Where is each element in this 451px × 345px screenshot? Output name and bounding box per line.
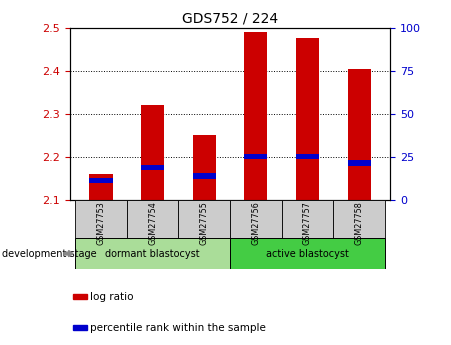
Title: GDS752 / 224: GDS752 / 224 [182,11,278,25]
Bar [75,200,127,238]
Text: GSM27754: GSM27754 [148,201,157,245]
Bar [73,294,87,299]
Text: GSM27756: GSM27756 [251,201,260,245]
Bar [193,136,216,200]
Text: development stage: development stage [2,249,97,258]
Bar [296,154,319,159]
Text: GSM27755: GSM27755 [200,201,209,245]
Text: active blastocyst: active blastocyst [266,249,349,258]
Bar [348,160,371,166]
Text: GSM27753: GSM27753 [97,201,106,245]
Bar [89,178,112,183]
Bar [141,165,164,170]
Bar [296,38,319,200]
Text: GSM27757: GSM27757 [303,201,312,245]
Bar [193,173,216,179]
Bar [75,238,230,269]
Bar [230,200,282,238]
Text: GSM27758: GSM27758 [354,201,364,245]
Bar [244,154,267,159]
Bar [348,69,371,200]
Bar [141,105,164,200]
Bar [230,238,385,269]
Text: percentile rank within the sample: percentile rank within the sample [90,323,266,333]
Bar [89,174,112,200]
Bar [282,200,333,238]
Bar [73,325,87,331]
Bar [127,200,178,238]
Bar [333,200,385,238]
Bar [244,32,267,200]
Bar [178,200,230,238]
Text: dormant blastocyst: dormant blastocyst [105,249,200,258]
Text: log ratio: log ratio [90,292,133,302]
